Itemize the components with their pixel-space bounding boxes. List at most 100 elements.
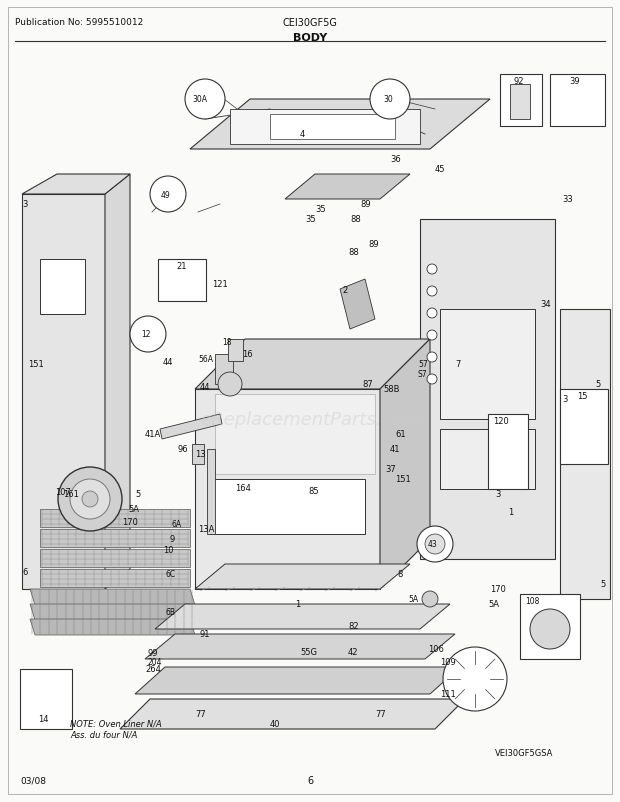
Text: 87: 87 xyxy=(362,379,373,388)
Bar xyxy=(440,310,535,419)
Circle shape xyxy=(443,647,507,711)
Text: 120: 120 xyxy=(493,416,509,426)
Text: 37: 37 xyxy=(385,464,396,473)
Text: 33: 33 xyxy=(562,195,573,204)
Text: 1: 1 xyxy=(295,599,300,608)
Bar xyxy=(550,75,605,127)
Polygon shape xyxy=(30,619,195,635)
Text: 5: 5 xyxy=(595,379,600,388)
Text: 5: 5 xyxy=(600,579,605,588)
Circle shape xyxy=(150,176,186,213)
Polygon shape xyxy=(270,115,395,140)
Text: 44: 44 xyxy=(163,358,174,367)
Text: 6C: 6C xyxy=(165,569,175,578)
Circle shape xyxy=(218,373,242,396)
Polygon shape xyxy=(420,220,555,559)
Text: 44: 44 xyxy=(200,383,211,391)
Text: 35: 35 xyxy=(305,215,316,224)
Text: NOTE: Oven Liner N/A: NOTE: Oven Liner N/A xyxy=(70,719,162,728)
Bar xyxy=(440,429,535,489)
Text: VEI30GF5GSA: VEI30GF5GSA xyxy=(495,748,554,757)
Text: 57: 57 xyxy=(418,359,428,369)
Circle shape xyxy=(427,353,437,363)
Polygon shape xyxy=(22,195,105,589)
Polygon shape xyxy=(22,175,130,195)
Polygon shape xyxy=(340,280,375,330)
Text: 89: 89 xyxy=(360,200,371,209)
Text: Publication No: 5995510012: Publication No: 5995510012 xyxy=(15,18,143,27)
Text: 111: 111 xyxy=(440,689,456,698)
Polygon shape xyxy=(105,175,130,589)
Bar xyxy=(488,415,528,489)
Circle shape xyxy=(130,317,166,353)
Circle shape xyxy=(425,534,445,554)
Bar xyxy=(40,260,85,314)
Text: 9: 9 xyxy=(170,534,175,543)
Text: 36: 36 xyxy=(390,155,401,164)
Text: 4: 4 xyxy=(300,130,305,139)
Text: 107: 107 xyxy=(55,488,71,496)
Text: 88: 88 xyxy=(348,248,359,257)
Circle shape xyxy=(427,375,437,384)
Circle shape xyxy=(185,80,225,119)
Polygon shape xyxy=(145,634,455,659)
Bar xyxy=(560,390,608,464)
Circle shape xyxy=(58,468,122,532)
Text: 121: 121 xyxy=(212,280,228,289)
Circle shape xyxy=(82,492,98,508)
Text: 8: 8 xyxy=(397,569,402,578)
Text: 5A: 5A xyxy=(488,599,499,608)
Text: 5A: 5A xyxy=(128,504,139,513)
Bar xyxy=(192,444,204,464)
Text: 264: 264 xyxy=(145,664,161,673)
Text: 77: 77 xyxy=(195,709,206,718)
Text: 30: 30 xyxy=(383,95,392,104)
Text: Ass. du four N/A: Ass. du four N/A xyxy=(70,730,138,739)
Text: 43: 43 xyxy=(428,539,438,549)
Text: 13: 13 xyxy=(195,449,206,459)
Polygon shape xyxy=(120,699,465,729)
Text: 03/08: 03/08 xyxy=(20,776,46,785)
Text: 82: 82 xyxy=(348,622,358,630)
Text: 34: 34 xyxy=(540,300,551,309)
Circle shape xyxy=(530,610,570,649)
Text: 91: 91 xyxy=(200,630,211,638)
Text: 55G: 55G xyxy=(300,647,317,656)
Polygon shape xyxy=(40,569,190,587)
Text: 58B: 58B xyxy=(383,384,399,394)
Text: 61: 61 xyxy=(395,429,405,439)
Text: 88: 88 xyxy=(350,215,361,224)
Text: 6A: 6A xyxy=(172,520,182,529)
Polygon shape xyxy=(230,110,420,145)
Text: 39: 39 xyxy=(570,77,580,86)
Text: 170: 170 xyxy=(490,585,506,593)
Polygon shape xyxy=(135,667,460,695)
Polygon shape xyxy=(490,419,525,489)
Polygon shape xyxy=(195,565,410,589)
Text: CEI30GF5G: CEI30GF5G xyxy=(283,18,337,28)
Text: 42: 42 xyxy=(348,647,358,656)
Text: 170: 170 xyxy=(122,517,138,526)
Polygon shape xyxy=(40,549,190,567)
Bar xyxy=(228,339,243,362)
Polygon shape xyxy=(160,415,222,439)
Text: 161: 161 xyxy=(63,489,79,498)
Text: 7: 7 xyxy=(455,359,461,369)
Text: 5: 5 xyxy=(135,489,140,498)
Circle shape xyxy=(427,265,437,274)
Text: 204: 204 xyxy=(148,657,162,666)
Text: 3: 3 xyxy=(562,395,567,403)
Text: 3: 3 xyxy=(495,489,500,498)
Text: 13A: 13A xyxy=(198,525,215,533)
Text: 151: 151 xyxy=(28,359,44,369)
Text: 14: 14 xyxy=(38,714,48,723)
Text: 12: 12 xyxy=(141,330,151,338)
Bar xyxy=(207,449,215,534)
Text: eReplacementParts.com: eReplacementParts.com xyxy=(200,411,420,428)
Text: S7: S7 xyxy=(418,370,428,379)
Text: 109: 109 xyxy=(440,657,456,666)
Polygon shape xyxy=(285,175,410,200)
Text: 2: 2 xyxy=(342,286,347,294)
Text: 6: 6 xyxy=(307,775,313,785)
Text: 15: 15 xyxy=(577,391,587,400)
